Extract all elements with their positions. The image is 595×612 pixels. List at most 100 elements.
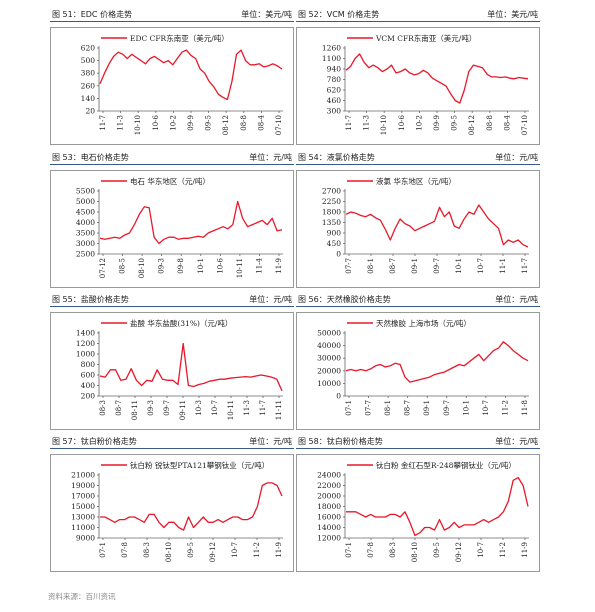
y-tick-label: 1350 — [322, 218, 341, 227]
x-tick-label: 08-12 — [468, 115, 476, 135]
y-tick-label: 620 — [81, 44, 96, 53]
y-tick-label: 1800 — [322, 208, 341, 217]
x-tick-label: 08-10 — [165, 542, 173, 562]
x-tick-label: 09-7 — [443, 400, 451, 416]
x-tick-label: 09-5 — [433, 542, 441, 558]
x-tick-label: 11-7 — [99, 115, 107, 131]
legend-label: EDC CFR东南亚（美元/吨） — [130, 33, 229, 43]
y-tick-label: 800 — [81, 360, 96, 369]
y-tick-label: 0 — [336, 250, 341, 259]
x-tick-label: 10-2 — [415, 115, 423, 131]
legend-label: 钛白粉 锐钛型PTA121攀钢钛业（元/吨） — [130, 460, 269, 470]
x-tick-label: 09-7 — [163, 400, 171, 416]
x-tick-label: 07-10 — [275, 115, 283, 135]
x-tick-label: 08-3 — [99, 400, 107, 416]
chart-unit: 单位：元/吨 — [495, 153, 538, 162]
series-line — [99, 342, 283, 392]
x-tick-label: 08-5 — [119, 258, 127, 274]
chart-title: 图 55：盐酸价格走势 — [52, 295, 129, 304]
y-tick-label: 900 — [327, 229, 342, 238]
x-tick-label: 09-9 — [187, 115, 195, 131]
line-chart: VCM CFR东南亚（美元/吨）126011009407806204603001… — [322, 33, 529, 135]
y-tick-label: 12000 — [317, 534, 341, 543]
y-tick-label: 0 — [336, 392, 341, 401]
x-tick-label: 10-1 — [197, 258, 205, 274]
chart-box: 盐酸 华东盐酸(31%)（元/吨） 1400 1200 1000 800 600 400 20… — [50, 312, 294, 430]
x-tick-label: 09-5 — [205, 115, 213, 131]
series-line — [345, 204, 529, 248]
chart-box: 天然橡胶 上海市场（元/吨） 50000 40000 30000 20000 10000 0… — [296, 312, 540, 430]
x-tick-label: 07-7 — [365, 400, 373, 416]
x-tick-label: 09-3 — [147, 400, 155, 416]
y-tick-label: 4500 — [76, 208, 95, 217]
y-tick-label: 1100 — [322, 54, 341, 63]
y-tick-label: 380 — [81, 69, 96, 78]
chart-box: 钛白粉 锐钛型PTA121攀钢钛业（元/吨） 21000 19000 17000 150… — [50, 454, 294, 572]
chart-unit: 单位：元/吨 — [495, 295, 538, 304]
x-tick-label: 10-2 — [169, 115, 177, 131]
y-tick-label: 3500 — [76, 229, 95, 238]
y-tick-label: 16000 — [317, 513, 341, 522]
y-tick-label: 5000 — [76, 197, 95, 206]
y-tick-label: 15000 — [71, 502, 95, 511]
x-tick-label: 08-7 — [404, 400, 412, 416]
x-tick-label: 11-2 — [501, 400, 509, 416]
x-tick-label: 08-7 — [389, 258, 397, 274]
chart-header: 图 58：钛白粉价格走势 单位：元/吨 — [296, 434, 540, 449]
y-tick-label: 780 — [327, 75, 342, 84]
series-line — [99, 200, 283, 245]
x-tick-label: 11-3 — [243, 400, 251, 416]
y-tick-label: 17000 — [71, 492, 95, 501]
chart-title: 图 53：电石价格走势 — [52, 153, 129, 162]
legend-label: VCM CFR东南亚（美元/吨） — [375, 33, 476, 43]
y-tick-label: 300 — [327, 107, 342, 116]
x-tick-label: 08-12 — [222, 115, 230, 135]
x-tick-label: 10-7 — [482, 400, 490, 416]
x-tick-label: 09-1 — [411, 258, 419, 274]
x-tick-label: 08-3 — [143, 542, 151, 558]
x-tick-label: 09-11 — [179, 400, 187, 420]
y-tick-label: 140 — [81, 94, 96, 103]
series-line — [99, 49, 283, 101]
series-line — [345, 53, 529, 104]
y-tick-label: 1400 — [76, 329, 95, 338]
y-tick-label: 13000 — [71, 513, 95, 522]
y-tick-label: 4000 — [76, 218, 95, 227]
y-tick-label: 9000 — [76, 534, 95, 543]
series-line — [345, 341, 529, 383]
x-tick-label: 11-9 — [275, 258, 283, 274]
chart-header: 图 54：液氯价格走势 单位：元/吨 — [296, 150, 540, 165]
chart-header: 图 53：电石价格走势 单位：元/吨 — [50, 150, 294, 165]
chart-box: VCM CFR东南亚（美元/吨） 1260 1100 940 780 620 460 300 1… — [296, 27, 540, 145]
y-tick-label: 40000 — [317, 341, 341, 350]
line-chart: 天然橡胶 上海市场（元/吨） 50000 40000 30000 20000 10000 0… — [317, 318, 529, 416]
x-tick-label: 11-9 — [275, 542, 283, 558]
y-tick-label: 940 — [327, 65, 342, 74]
line-chart: EDC CFR东南亚（美元/吨） 620 500 380 260 140 20 11-7 11-… — [81, 33, 283, 135]
x-tick-label: 11-7 — [259, 400, 267, 416]
x-tick-label: 07-8 — [367, 542, 375, 558]
x-tick-label: 08-4 — [503, 114, 511, 130]
y-tick-label: 5500 — [76, 187, 95, 196]
y-tick-label: 260 — [81, 81, 96, 90]
chart-header: 图 51：EDC 价格走势 单位：美元/吨 — [50, 7, 294, 22]
x-tick-label: 08-10 — [138, 258, 146, 278]
x-tick-label: 10-1 — [455, 258, 463, 274]
y-tick-label: 2250 — [322, 197, 341, 206]
chart-title: 图 51：EDC 价格走势 — [52, 10, 133, 19]
series-line — [346, 476, 529, 537]
x-tick-label: 10-7 — [211, 400, 219, 416]
y-tick-label: 18000 — [317, 502, 341, 511]
x-tick-label: 10-6 — [216, 257, 224, 273]
x-tick-label: 09-5 — [187, 542, 195, 558]
x-tick-label: 11-2 — [499, 542, 507, 558]
chart-title: 图 54：液氯价格走势 — [298, 153, 375, 162]
legend-label: 天然橡胶 上海市场（元/吨） — [376, 318, 471, 328]
chart-title: 图 56：天然橡胶价格走势 — [298, 295, 391, 304]
source-note: 资料来源：百川资讯 — [48, 592, 116, 601]
x-tick-label: 10-3 — [195, 400, 203, 416]
